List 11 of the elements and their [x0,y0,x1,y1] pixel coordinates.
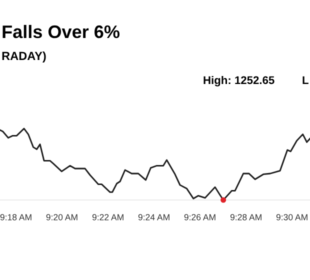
x-tick-label: 9:28 AM [230,214,262,220]
text: High: 1252.65 [204,76,274,86]
x-tick-label: 9:22 AM [92,214,124,220]
x-tick-label: 9:26 AM [184,214,216,220]
x-tick-label: 9:30 AM [276,214,308,220]
chart-title: Falls Over 6% [2,24,120,38]
x-tick-label: 9:24 AM [138,214,170,220]
chart-subtitle: RADAY) [2,51,46,62]
text: L [302,76,308,84]
x-tick-label: 9:20 AM [46,214,78,220]
x-tick-label: 9:18 AM [0,214,32,220]
